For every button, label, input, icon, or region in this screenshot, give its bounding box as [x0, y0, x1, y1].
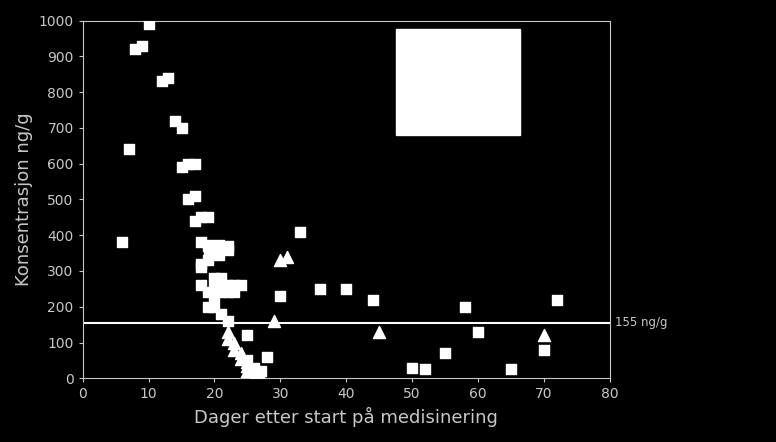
- Point: [294, 228, 307, 235]
- Point: [234, 355, 247, 362]
- Point: [175, 164, 188, 171]
- Point: [208, 286, 220, 293]
- Point: [228, 346, 241, 353]
- Point: [221, 328, 234, 335]
- Point: [208, 303, 220, 310]
- Point: [142, 20, 154, 27]
- Point: [130, 46, 142, 53]
- Point: [202, 214, 214, 221]
- Point: [221, 317, 234, 324]
- Point: [195, 282, 207, 289]
- Point: [281, 253, 293, 260]
- Bar: [397, 30, 520, 135]
- Point: [182, 196, 194, 203]
- Point: [182, 160, 194, 167]
- Point: [504, 366, 517, 373]
- Point: [202, 303, 214, 310]
- Point: [472, 328, 484, 335]
- Point: [228, 282, 241, 289]
- Point: [228, 339, 241, 346]
- Point: [340, 286, 352, 293]
- Point: [208, 246, 220, 253]
- Point: [538, 332, 550, 339]
- Point: [215, 286, 227, 293]
- Point: [314, 286, 326, 293]
- Point: [221, 289, 234, 296]
- Y-axis label: Konsentrasjon ng/g: Konsentrasjon ng/g: [15, 113, 33, 286]
- Point: [268, 317, 280, 324]
- Point: [248, 373, 260, 380]
- Point: [215, 274, 227, 282]
- Point: [208, 293, 220, 300]
- Point: [538, 346, 550, 353]
- Point: [189, 217, 201, 225]
- Point: [215, 310, 227, 317]
- Point: [168, 117, 181, 124]
- Point: [155, 78, 168, 85]
- Point: [459, 303, 471, 310]
- Point: [241, 362, 254, 370]
- Point: [221, 242, 234, 249]
- Point: [419, 366, 431, 373]
- Point: [439, 350, 452, 357]
- Point: [215, 289, 227, 296]
- Point: [195, 264, 207, 271]
- Point: [234, 350, 247, 357]
- Text: 155 ng/g: 155 ng/g: [615, 316, 668, 329]
- Point: [274, 293, 286, 300]
- Point: [221, 335, 234, 343]
- Point: [195, 239, 207, 246]
- X-axis label: Dager etter start på medisinering: Dager etter start på medisinering: [194, 407, 498, 427]
- Point: [261, 353, 273, 360]
- Point: [274, 257, 286, 264]
- Point: [202, 289, 214, 296]
- Point: [208, 274, 220, 282]
- Point: [221, 246, 234, 253]
- Point: [202, 257, 214, 264]
- Point: [255, 368, 267, 375]
- Point: [208, 246, 220, 253]
- Point: [162, 74, 175, 81]
- Point: [189, 160, 201, 167]
- Point: [228, 289, 241, 296]
- Point: [241, 357, 254, 364]
- Point: [123, 146, 135, 153]
- Point: [189, 192, 201, 199]
- Point: [241, 359, 254, 366]
- Point: [175, 124, 188, 131]
- Point: [248, 364, 260, 371]
- Point: [366, 296, 379, 303]
- Point: [551, 296, 563, 303]
- Point: [234, 282, 247, 289]
- Point: [255, 373, 267, 380]
- Point: [116, 239, 129, 246]
- Point: [406, 364, 418, 371]
- Point: [136, 42, 148, 49]
- Point: [241, 332, 254, 339]
- Point: [221, 282, 234, 289]
- Point: [241, 368, 254, 375]
- Point: [195, 214, 207, 221]
- Point: [202, 242, 214, 249]
- Point: [373, 328, 386, 335]
- Point: [195, 260, 207, 267]
